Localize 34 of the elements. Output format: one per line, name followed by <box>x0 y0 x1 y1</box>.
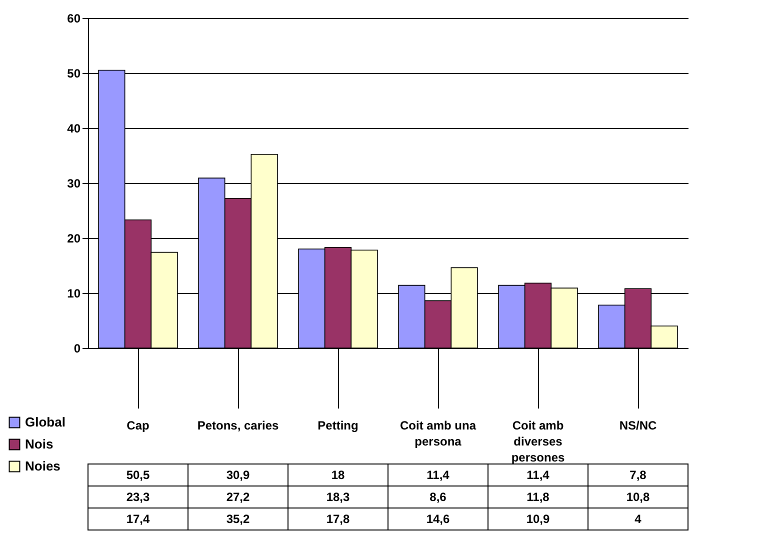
y-tick-label: 50 <box>67 66 81 80</box>
legend-label: Noies <box>25 458 60 474</box>
data-label: 7,8 <box>630 468 647 482</box>
data-label: 50,5 <box>126 468 150 482</box>
data-label: 17,8 <box>326 512 350 526</box>
data-label: 35,2 <box>226 512 250 526</box>
data-label: 23,3 <box>126 490 150 504</box>
y-tick-label: 20 <box>67 232 81 246</box>
x-tick-label: Coit amb una persona <box>400 418 476 448</box>
data-label: 18 <box>331 468 345 482</box>
data-label: 30,9 <box>226 468 250 482</box>
legend-label: Nois <box>25 436 54 452</box>
data-label: 8,6 <box>430 490 447 504</box>
data-label: 11,8 <box>526 490 550 504</box>
data-label: 11,4 <box>526 468 550 482</box>
data-label: 17,4 <box>126 512 150 526</box>
data-label: 10,8 <box>626 490 650 504</box>
x-tick-label: Petons, caries <box>197 418 280 432</box>
data-label: 10,9 <box>526 512 550 526</box>
x-tick-label: NS/NC <box>619 418 657 432</box>
data-label: 27,2 <box>226 490 250 504</box>
x-tick-label: Cap <box>126 418 150 432</box>
y-tick-label: 10 <box>67 286 81 300</box>
legend-label: Global <box>25 414 66 430</box>
y-tick-label: 30 <box>67 176 81 190</box>
data-label: 4 <box>634 512 642 526</box>
y-tick-label: 40 <box>67 122 81 136</box>
x-tick-label: Petting <box>318 418 358 432</box>
y-tick-label: 0 <box>74 342 81 356</box>
data-label: 11,4 <box>426 468 450 482</box>
data-label: 18,3 <box>326 490 350 504</box>
y-tick-label: 60 <box>67 12 81 26</box>
data-label: 14,6 <box>426 512 450 526</box>
x-tick-label: Coit amb diverses persones <box>511 418 565 464</box>
